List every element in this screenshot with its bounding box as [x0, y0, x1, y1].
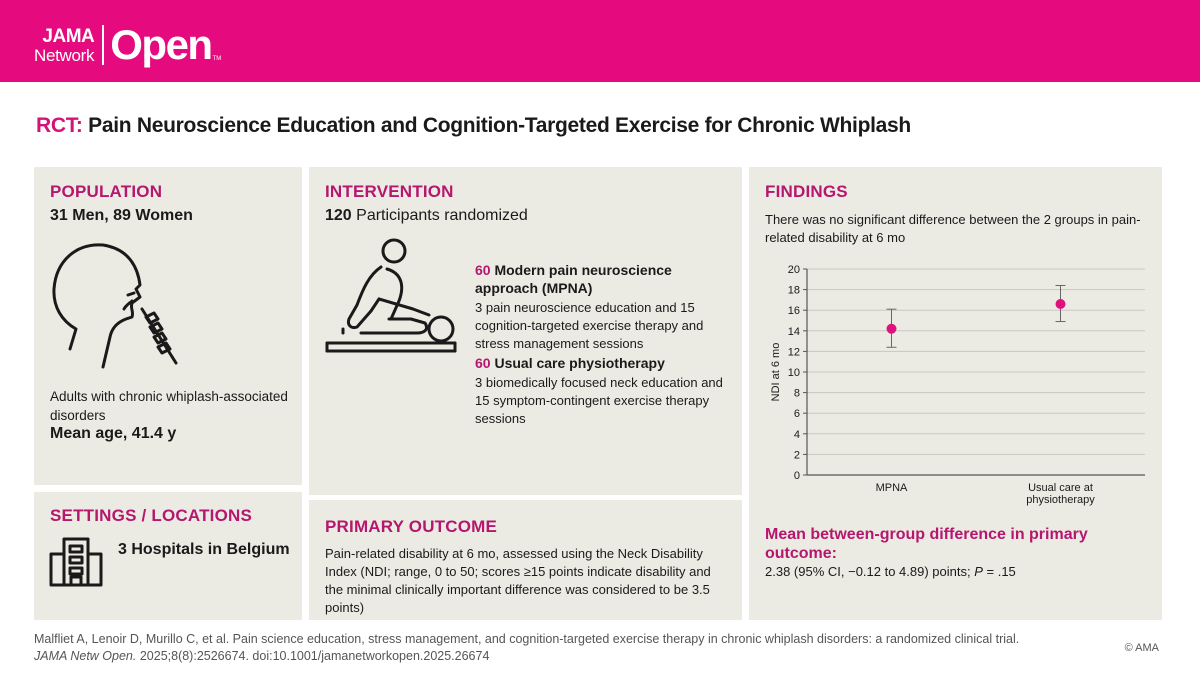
data-point: [1055, 299, 1066, 310]
outcome-heading: PRIMARY OUTCOME: [325, 517, 498, 536]
chart-x-labels: MPNA Usual care at physiotherapy: [876, 482, 1096, 506]
y-tick-label: 2: [794, 449, 800, 461]
citation: Malfliet A, Lenoir D, Murillo C, et al. …: [34, 631, 1114, 665]
settings-panel: SETTINGS / LOCATIONS 3 Hospitals in Belg…: [34, 492, 302, 620]
chart-grid: [807, 268, 1145, 476]
population-heading: POPULATION: [50, 182, 163, 201]
title-prefix: RCT:: [36, 114, 83, 137]
hospital-building-icon: [49, 537, 103, 587]
data-point: [886, 323, 897, 334]
citation-journal: JAMA Netw Open.: [34, 649, 137, 663]
y-tick-label: 12: [788, 346, 800, 358]
chart-points: [886, 284, 1066, 348]
group-mpna-description: 3 pain neuroscience education and 15 cog…: [475, 300, 704, 351]
group-mpna-title: 60 Modern pain neuroscience approach (MP…: [475, 261, 725, 297]
copyright: © AMA: [1124, 642, 1159, 654]
randomized-text: Participants randomized: [356, 207, 528, 224]
population-mean-age: Mean age, 41.4 y: [50, 425, 177, 442]
y-tick-label: 6: [794, 408, 800, 420]
findings-heading: FINDINGS: [765, 182, 848, 201]
logo-open-text: Open: [110, 21, 213, 68]
title-text: Pain Neuroscience Education and Cognitio…: [88, 114, 911, 137]
y-tick-label: 20: [788, 264, 800, 276]
ndi-chart: 0 2 4 6 8 10 12 14 16 18 20 MPNA Usual care at physi…: [770, 264, 1145, 506]
mean-difference-text: 2.38 (95% CI, −0.12 to 4.89) points; P =…: [765, 564, 1016, 579]
population-count: 31 Men, 89 Women: [50, 207, 193, 224]
citation-rest: 2025;8(8):2526674. doi:10.1001/jamanetwo…: [136, 649, 490, 663]
y-tick-label: 18: [788, 285, 800, 297]
group-usual-care: 60 Usual care physiotherapy 3 biomedical…: [475, 354, 725, 428]
group-usual-description: 3 biomedically focused neck education an…: [475, 375, 723, 426]
citation-line1: Malfliet A, Lenoir D, Murillo C, et al. …: [34, 632, 1020, 646]
y-tick-label: 16: [788, 305, 800, 317]
findings-panel: FINDINGS There was no significant differ…: [749, 167, 1162, 620]
primary-outcome-panel: PRIMARY OUTCOME Pain-related disability …: [309, 500, 742, 620]
mean-difference-p-symbol: P: [974, 564, 983, 579]
group-usual-count: 60: [475, 355, 491, 371]
chart-y-axis-label: NDI at 6 mo: [770, 343, 782, 402]
logo-network-text: Network: [34, 45, 95, 65]
y-tick-label: 0: [794, 470, 800, 482]
findings-summary: There was no significant difference betw…: [765, 212, 1141, 245]
randomized-count: 120: [325, 207, 352, 224]
population-panel: POPULATION 31 Men, 89 Women Adults with …: [34, 167, 302, 485]
settings-heading: SETTINGS / LOCATIONS: [50, 506, 253, 525]
group-mpna-name: Modern pain neuroscience approach (MPNA): [475, 262, 672, 296]
y-tick-label: 4: [794, 429, 800, 441]
mean-difference-p-value: = .15: [982, 564, 1016, 579]
x-tick-label: MPNA: [876, 482, 908, 494]
mean-difference-value: 2.38 (95% CI, −0.12 to 4.89) points;: [765, 564, 975, 579]
group-usual-name: Usual care physiotherapy: [494, 355, 665, 371]
header-banner: JAMA Network Open TM: [0, 0, 1200, 82]
mean-difference-heading: Mean between-group difference in primary…: [765, 526, 1088, 562]
y-tick-label: 10: [788, 367, 800, 379]
settings-text: 3 Hospitals in Belgium: [118, 541, 290, 558]
logo-tm-text: TM: [212, 56, 222, 62]
group-mpna-count: 60: [475, 262, 491, 278]
group-mpna: 60 Modern pain neuroscience approach (MP…: [475, 261, 725, 353]
group-usual-title: 60 Usual care physiotherapy: [475, 354, 725, 372]
intervention-panel: INTERVENTION 120 Participants randomized…: [309, 167, 742, 495]
logo-divider: [102, 25, 105, 65]
outcome-text: Pain-related disability at 6 mo, assesse…: [325, 546, 711, 615]
jama-network-open-logo: JAMA Network Open TM: [34, 24, 221, 66]
citation-line2: JAMA Netw Open. 2025;8(8):2526674. doi:1…: [34, 648, 1114, 665]
y-tick-label: 14: [788, 326, 800, 338]
population-description: Adults with chronic whiplash-associated …: [50, 389, 288, 423]
x-tick-label: Usual care at physiotherapy: [1026, 482, 1095, 506]
chart-y-ticks: 0 2 4 6 8 10 12 14 16 18 20: [788, 264, 808, 482]
intervention-heading: INTERVENTION: [325, 182, 454, 201]
head-neck-icon: [52, 243, 178, 369]
randomized-line: 120 Participants randomized: [325, 207, 528, 225]
y-tick-label: 8: [794, 388, 800, 400]
physiotherapy-icon: [325, 238, 457, 353]
page-title: RCT: Pain Neuroscience Education and Cog…: [36, 114, 911, 138]
logo-jama-text: JAMA: [42, 25, 95, 47]
